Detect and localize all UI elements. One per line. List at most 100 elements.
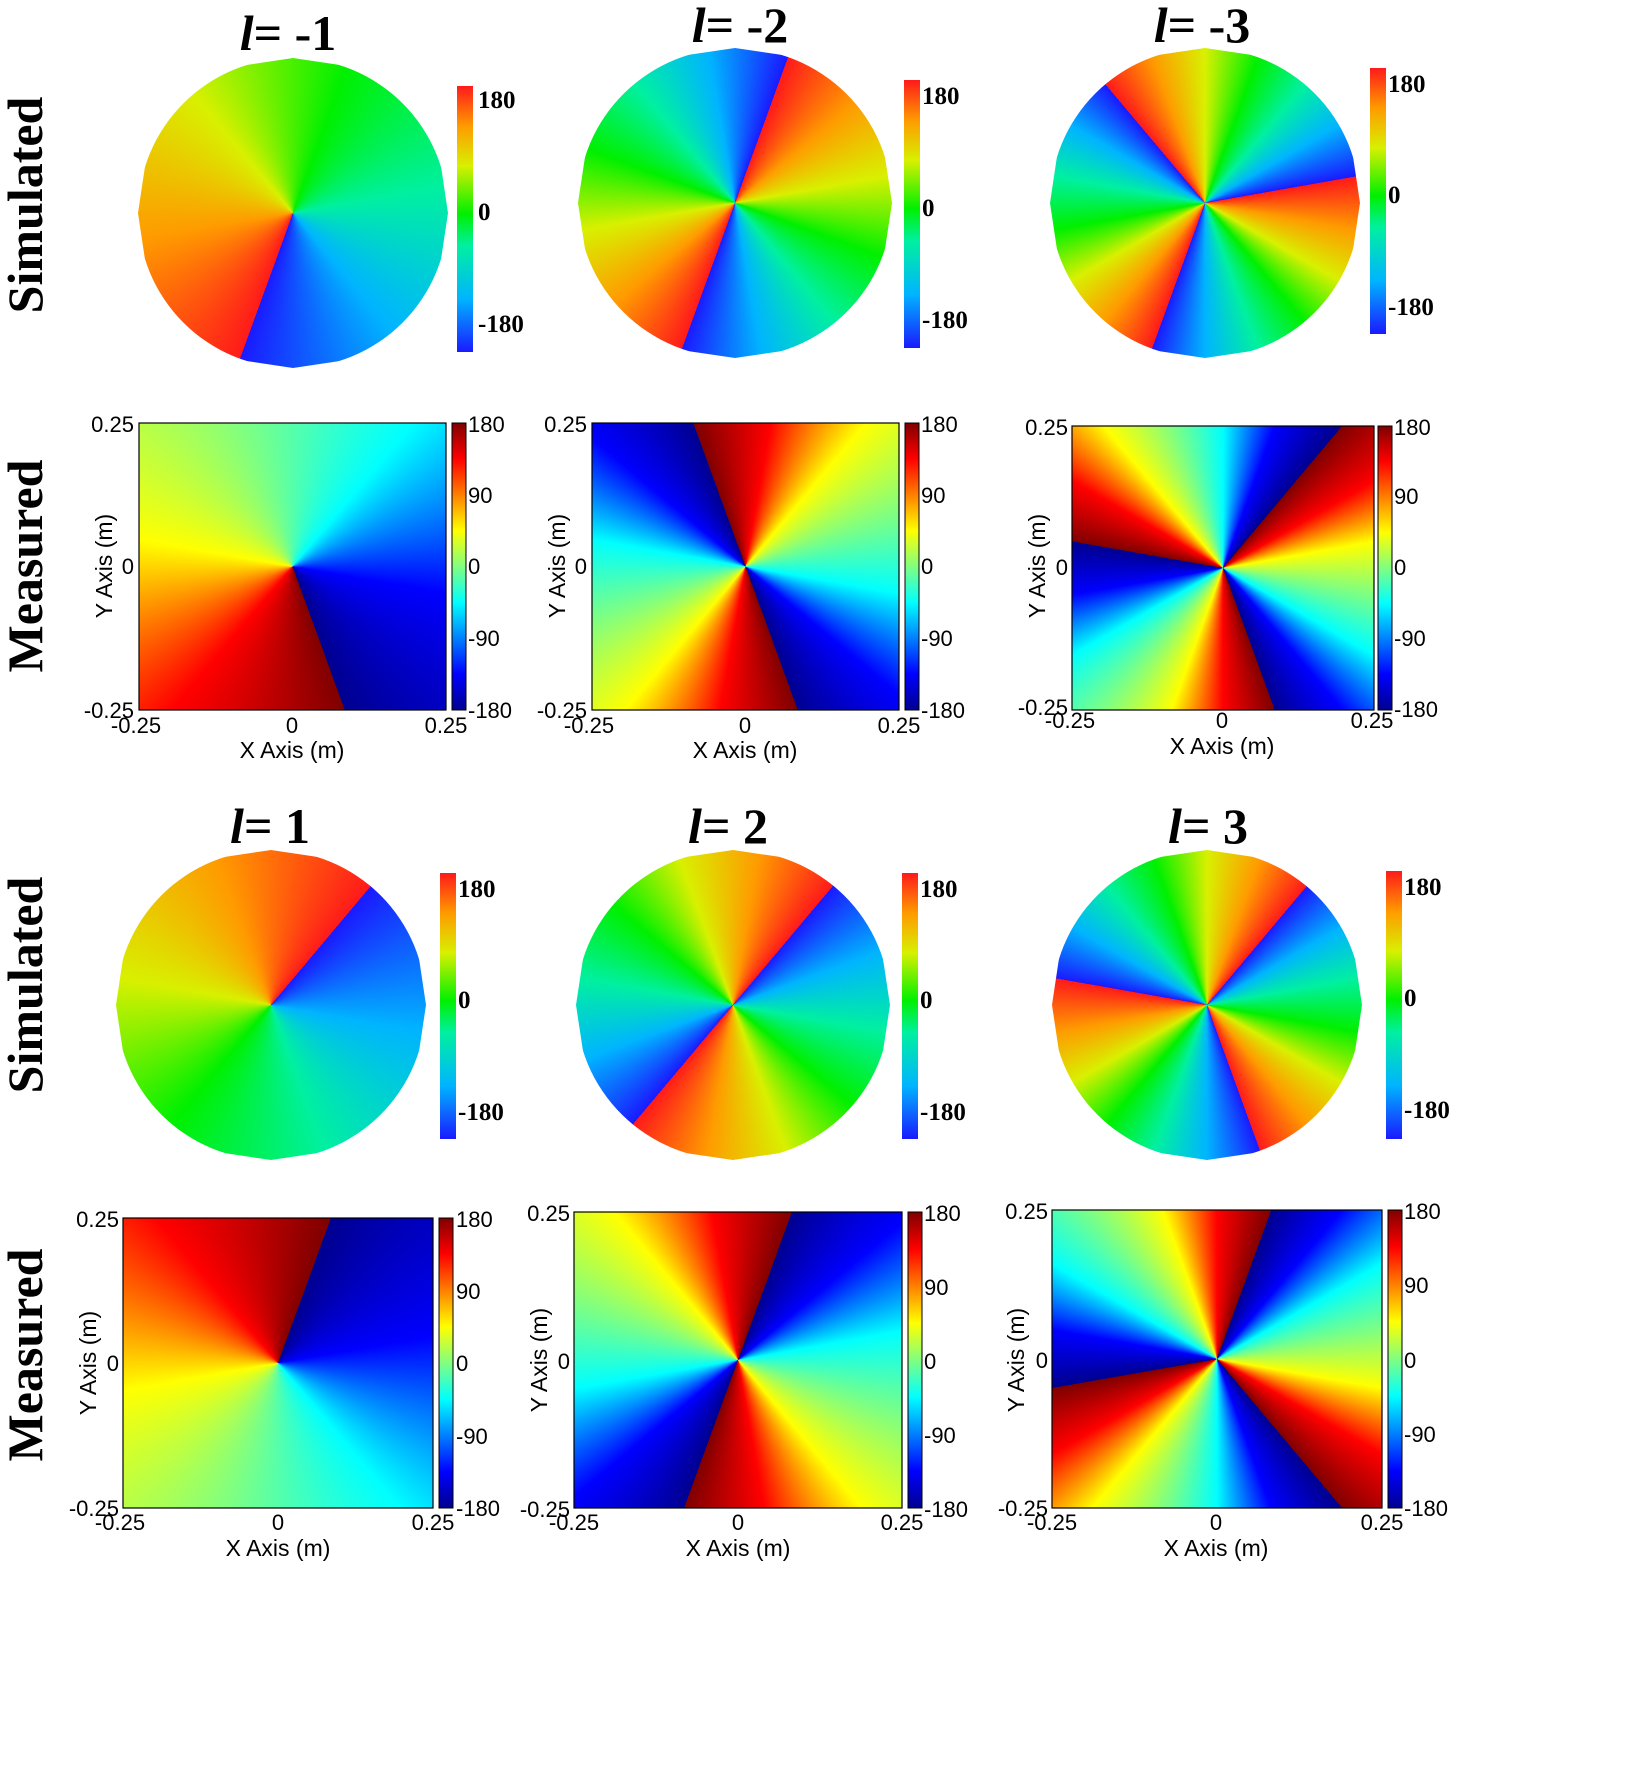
y-tick-label: 0.25: [76, 1207, 119, 1232]
colorbar-tick-label: 90: [456, 1279, 480, 1304]
phase-disk-l-2: [576, 850, 890, 1160]
colorbar-tick-label: 90: [1404, 1273, 1428, 1298]
colorbar-tick-label: -180: [458, 1099, 504, 1126]
colorbar: [440, 873, 456, 1139]
colorbar-tick-label: 180: [922, 83, 960, 110]
x-tick-label: 0: [1216, 708, 1228, 733]
colorbar-tick-label: -90: [456, 1424, 488, 1449]
x-tick-label: 0.25: [1351, 708, 1394, 733]
y-tick-label: 0.25: [91, 412, 134, 437]
x-axis-label: X Axis (m): [226, 1535, 331, 1561]
colorbar-tick-label: -180: [921, 698, 965, 723]
colorbar-tick-label: 180: [921, 412, 958, 437]
phase-map-l-1: [123, 1218, 433, 1508]
colorbar-tick-label: -180: [1388, 294, 1434, 321]
x-tick-label: 0: [272, 1510, 284, 1535]
y-axis-label: Y Axis (m): [526, 1308, 552, 1412]
l-value: = -3: [1168, 0, 1251, 53]
colorbar-tick-label: 180: [924, 1201, 961, 1226]
l-value: = 3: [1182, 798, 1248, 854]
colorbar: [902, 873, 918, 1139]
colorbar-tick-label: 180: [1394, 415, 1431, 440]
simulated-panel-l-2: 180 0 -180: [576, 850, 966, 1160]
y-tick-label: -0.25: [520, 1497, 570, 1522]
colorbar-tick-label: 180: [478, 87, 516, 114]
phase-disk-l-neg1: [138, 58, 448, 368]
colorbar: [1386, 871, 1402, 1139]
x-tick-label: 0: [1210, 1510, 1222, 1535]
x-axis-label: X Axis (m): [693, 737, 798, 763]
phase-map-l-neg2: [592, 423, 899, 710]
l-value: = 1: [244, 798, 310, 854]
phase-map-l-neg3: [1072, 426, 1374, 710]
column-title-l-neg3: l= -3: [1154, 0, 1251, 53]
y-tick-label: 0: [1036, 1348, 1048, 1373]
colorbar-tick-label: 180: [1388, 71, 1426, 98]
x-tick-label: -0.25: [1027, 1510, 1077, 1535]
y-tick-label: -0.25: [998, 1496, 1048, 1521]
colorbar-tick-label: -90: [924, 1423, 956, 1448]
measured-panel-l-3: 180 90 0 -90 -180 0.25 0 -0.25 -0.25 0 0…: [998, 1199, 1448, 1561]
x-tick-label: 0: [732, 1510, 744, 1535]
y-tick-label: 0: [122, 554, 134, 579]
measured-panel-l-neg3: 180 90 0 -90 -180 0.25 0 -0.25 -0.25 0 0…: [1018, 415, 1438, 759]
simulated-panel-l-3: 180 0 -180: [1052, 850, 1450, 1160]
l-symbol: l: [230, 798, 244, 854]
x-axis-label: X Axis (m): [686, 1535, 791, 1561]
y-tick-label: -0.25: [69, 1496, 119, 1521]
y-tick-label: -0.25: [84, 698, 134, 723]
colorbar-tick-label: 0: [920, 987, 933, 1014]
colorbar: [1370, 68, 1386, 334]
colorbar-tick-label: -90: [1394, 626, 1426, 651]
colorbar-tick-label: 0: [1404, 1348, 1416, 1373]
row-label-simulated-top: Simulated: [0, 96, 53, 313]
phase-disk-l-3: [1052, 850, 1362, 1160]
column-title-l-neg2: l= -2: [692, 0, 789, 53]
colorbar-tick-label: -180: [1404, 1097, 1450, 1124]
x-tick-label: -0.25: [1045, 708, 1095, 733]
y-tick-label: 0.25: [1005, 1199, 1048, 1224]
measured-panel-l-1: 180 90 0 -90 -180 0.25 0 -0.25 -0.25 0 0…: [69, 1207, 500, 1561]
simulated-panel-l-1: 180 0 -180: [116, 850, 504, 1160]
colorbar-tick-label: 0: [478, 199, 491, 226]
x-tick-label: -0.25: [564, 713, 614, 738]
colorbar-tick-label: 90: [921, 483, 945, 508]
colorbar-tick-label: 0: [1404, 985, 1417, 1012]
l-value: = 2: [702, 798, 768, 854]
measured-panel-l-neg2: 180 90 0 -90 -180 0.25 0 -0.25 -0.25 0 0…: [537, 412, 965, 763]
x-axis-label: X Axis (m): [1164, 1535, 1269, 1561]
column-title-l-1: l= 1: [230, 798, 310, 854]
colorbar: [457, 86, 473, 352]
x-axis-label: X Axis (m): [1170, 733, 1275, 759]
y-tick-label: 0: [1056, 555, 1068, 580]
x-tick-label: -0.25: [95, 1510, 145, 1535]
l-symbol: l: [1154, 0, 1168, 53]
simulated-panel-l-neg1: 180 0 -180: [138, 58, 524, 368]
plot-frame: [591, 422, 900, 711]
colorbar-tick-label: -180: [456, 1496, 500, 1521]
plot-frame: [138, 422, 447, 711]
l-symbol: l: [1168, 798, 1182, 854]
column-title-l-neg1: l= -1: [240, 5, 337, 61]
colorbar-tick-label: 180: [920, 876, 958, 903]
colorbar-tick-label: -180: [468, 698, 512, 723]
simulated-panel-l-neg3: 180 0 -180: [1050, 48, 1434, 358]
colorbar: [438, 1217, 454, 1509]
measured-panel-l-neg1: 180 90 0 -90 -180 0.25 0 -0.25 -0.25 0 0…: [84, 412, 512, 763]
y-tick-label: 0: [558, 1349, 570, 1374]
y-tick-label: -0.25: [1018, 695, 1068, 720]
colorbar-tick-label: 180: [1404, 874, 1442, 901]
colorbar-tick-label: 0: [922, 195, 935, 222]
y-tick-label: 0: [107, 1351, 119, 1376]
colorbar-tick-label: 0: [924, 1349, 936, 1374]
colorbar-tick-label: 0: [456, 1351, 468, 1376]
plot-frame: [122, 1217, 434, 1509]
colorbar-tick-label: 90: [468, 483, 492, 508]
measured-panel-l-2: 180 90 0 -90 -180 0.25 0 -0.25 -0.25 0 0…: [520, 1201, 968, 1561]
plot-frame: [573, 1211, 903, 1509]
l-value: = -2: [706, 0, 789, 53]
colorbar-tick-label: 0: [921, 554, 933, 579]
colorbar-tick-label: -180: [922, 307, 968, 334]
phase-disk-l-neg2: [578, 48, 892, 358]
